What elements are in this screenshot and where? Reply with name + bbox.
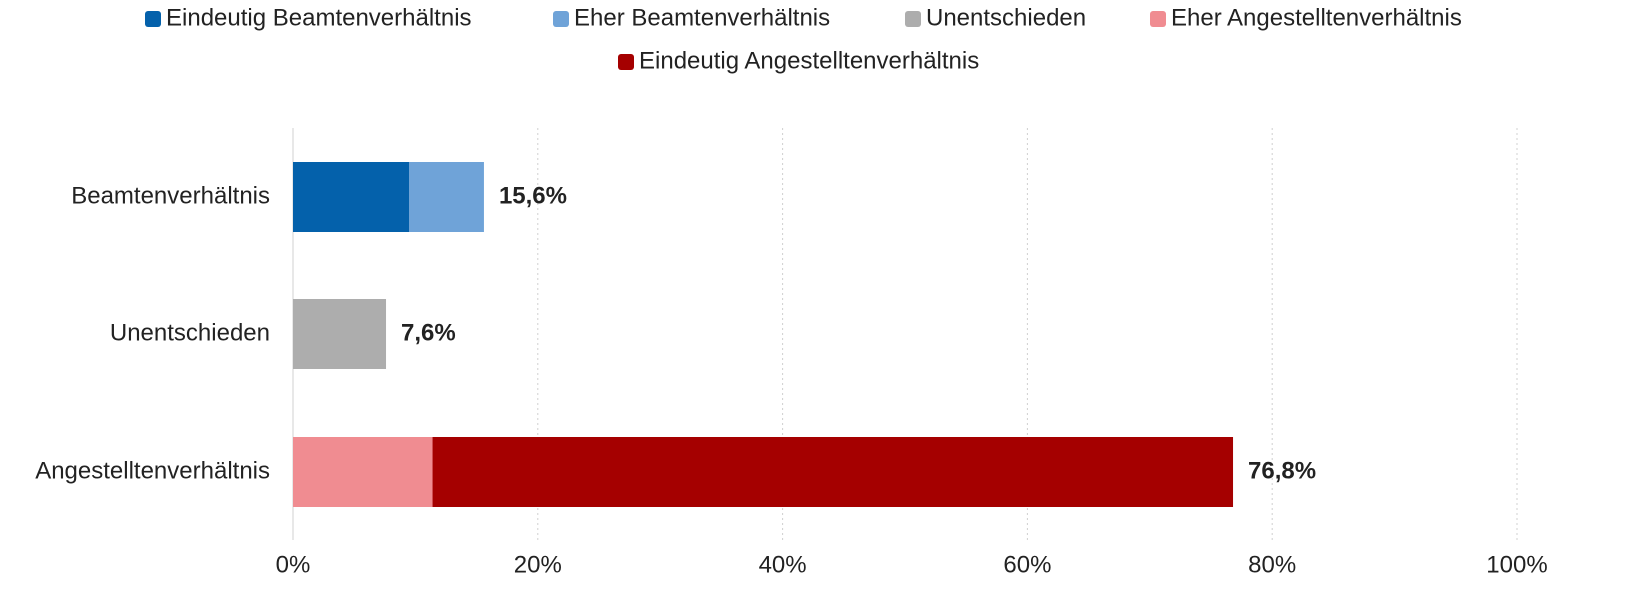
legend-label: Eindeutig Beamtenverhältnis <box>166 4 472 31</box>
x-tick-label: 0% <box>276 551 311 578</box>
x-tick-label: 100% <box>1486 551 1547 578</box>
x-tick-label: 80% <box>1248 551 1296 578</box>
total-label: 7,6% <box>401 319 456 346</box>
legend-label: Eher Beamtenverhältnis <box>574 4 830 31</box>
bar-segment <box>409 162 484 232</box>
bar-segment <box>293 162 410 232</box>
bar-segment <box>293 299 387 369</box>
x-tick-label: 20% <box>514 551 562 578</box>
legend-swatch <box>618 54 634 70</box>
legend-label: Eindeutig Angestelltenverhältnis <box>639 47 979 74</box>
legend-swatch <box>905 11 921 27</box>
total-label: 15,6% <box>499 182 567 209</box>
legend-label: Eher Angestelltenverhältnis <box>1171 4 1462 31</box>
legend-label: Unentschieden <box>926 4 1086 31</box>
category-label: Angestelltenverhältnis <box>35 457 270 484</box>
legend-swatch <box>1150 11 1166 27</box>
total-label: 76,8% <box>1248 457 1316 484</box>
x-tick-label: 40% <box>759 551 807 578</box>
legend-swatch <box>145 11 161 27</box>
bar-segment <box>432 437 1234 507</box>
legend-swatch <box>553 11 569 27</box>
category-label: Unentschieden <box>110 319 270 346</box>
bar-segment <box>293 437 433 507</box>
x-tick-label: 60% <box>1003 551 1051 578</box>
category-label: Beamtenverhältnis <box>71 182 270 209</box>
